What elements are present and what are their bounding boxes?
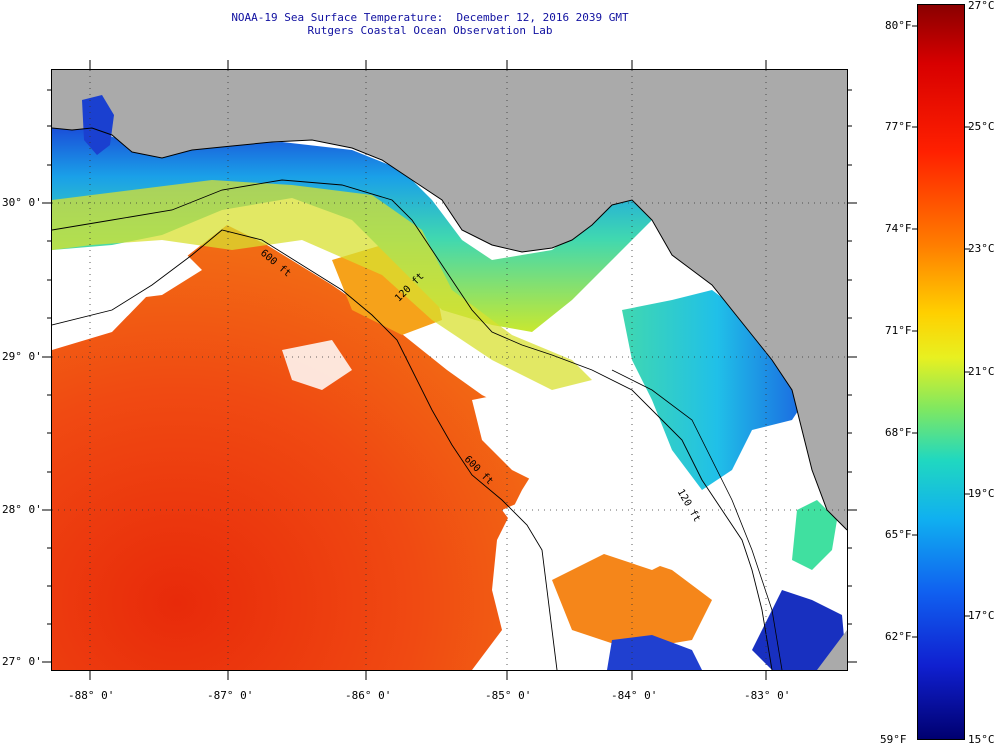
c-label-21: 21°C (968, 365, 995, 378)
c-label-19: 19°C (968, 487, 995, 500)
shelf-yellow (52, 180, 592, 390)
lat-label-30: 30° 0' (2, 196, 42, 209)
cloud-patch-1 (112, 250, 202, 300)
sst-map-svg (52, 70, 847, 670)
minor-ticks (47, 89, 852, 625)
f-label-62: 62°F (885, 630, 912, 643)
mobile-bay-water (82, 95, 114, 155)
title-line-2: Rutgers Coastal Ocean Observation Lab (307, 24, 553, 37)
land-florida-tip (817, 630, 847, 670)
f-label-59: 59°F (880, 733, 907, 746)
lat-label-28: 28° 0' (2, 503, 42, 516)
c-label-27: 27°C (968, 0, 995, 12)
c-label-17: 17°C (968, 609, 995, 622)
f-label-65: 65°F (885, 528, 912, 541)
lon-label-86: -86° 0' (345, 689, 392, 702)
c-label-23: 23°C (968, 242, 995, 255)
lat-label-29: 29° 0' (2, 350, 42, 363)
cloud-patch-3 (502, 480, 692, 570)
lon-label-87: -87° 0' (207, 689, 254, 702)
f-label-71: 71°F (885, 324, 912, 337)
lon-label-84: -84° 0' (611, 689, 658, 702)
cloud-patch-2 (472, 390, 592, 490)
warm-patch-east (552, 550, 712, 650)
coastal-band (52, 125, 652, 332)
contour-120ft (52, 179, 773, 670)
f-label-68: 68°F (885, 426, 912, 439)
c-label-15: 15°C (968, 733, 995, 746)
contour-shelf-east (611, 369, 783, 670)
coastline (52, 127, 847, 531)
cloud-patch-4 (282, 340, 352, 390)
sst-map: 120 ft 600 ft 600 ft 120 ft (51, 69, 848, 671)
title-line-1: NOAA-19 Sea Surface Temperature: Decembe… (231, 11, 629, 24)
lon-label-88: -88° 0' (68, 689, 115, 702)
chart-title: NOAA-19 Sea Surface Temperature: Decembe… (0, 11, 860, 37)
tampa-bay-water (792, 500, 837, 570)
lon-label-83: -83° 0' (744, 689, 791, 702)
temperature-colorbar (917, 4, 965, 740)
lat-label-27: 27° 0' (2, 655, 42, 668)
lon-label-85: -85° 0' (485, 689, 532, 702)
f-label-77: 77°F (885, 120, 912, 133)
f-label-74: 74°F (885, 222, 912, 235)
warm-water-region (52, 225, 552, 670)
f-label-80: 80°F (885, 19, 912, 32)
land-north (52, 70, 847, 530)
graticule (52, 70, 847, 670)
south-cold-water (607, 635, 702, 670)
contour-600ft (52, 229, 558, 670)
southeast-cold-water (752, 590, 847, 670)
c-label-25: 25°C (968, 120, 995, 133)
